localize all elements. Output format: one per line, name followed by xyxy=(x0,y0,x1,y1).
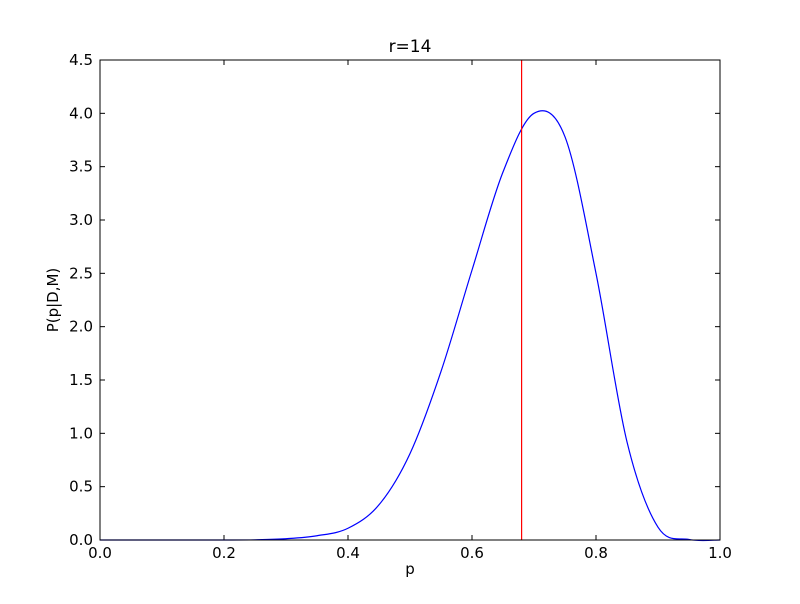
x-axis-ticks: 0.0 0.2 0.4 0.6 0.8 1.0 xyxy=(88,60,732,562)
x-tick-label: 0.2 xyxy=(212,544,236,562)
y-tick-label: 0.0 xyxy=(69,531,93,549)
y-tick-label: 4.0 xyxy=(69,104,93,122)
x-tick-label: 1.0 xyxy=(708,544,732,562)
y-tick-label: 2.5 xyxy=(69,264,93,282)
y-tick-label: 2.0 xyxy=(69,318,93,336)
plot-frame xyxy=(99,59,721,541)
chart-title: r=14 xyxy=(389,37,432,57)
y-tick-label: 1.5 xyxy=(69,371,93,389)
plot-area-background xyxy=(100,60,720,540)
y-tick-label: 3.0 xyxy=(69,211,93,229)
y-tick-label: 0.5 xyxy=(69,478,93,496)
x-tick-label: 0.8 xyxy=(584,544,608,562)
x-tick-label: 0.6 xyxy=(460,544,484,562)
y-tick-label: 4.5 xyxy=(69,51,93,69)
y-axis-label: P(p|D,M) xyxy=(44,268,62,333)
x-tick-label: 0.0 xyxy=(88,544,112,562)
y-tick-label: 1.0 xyxy=(69,424,93,442)
y-tick-label: 3.5 xyxy=(69,158,93,176)
x-axis-label: p xyxy=(405,560,415,578)
x-tick-label: 0.4 xyxy=(336,544,360,562)
